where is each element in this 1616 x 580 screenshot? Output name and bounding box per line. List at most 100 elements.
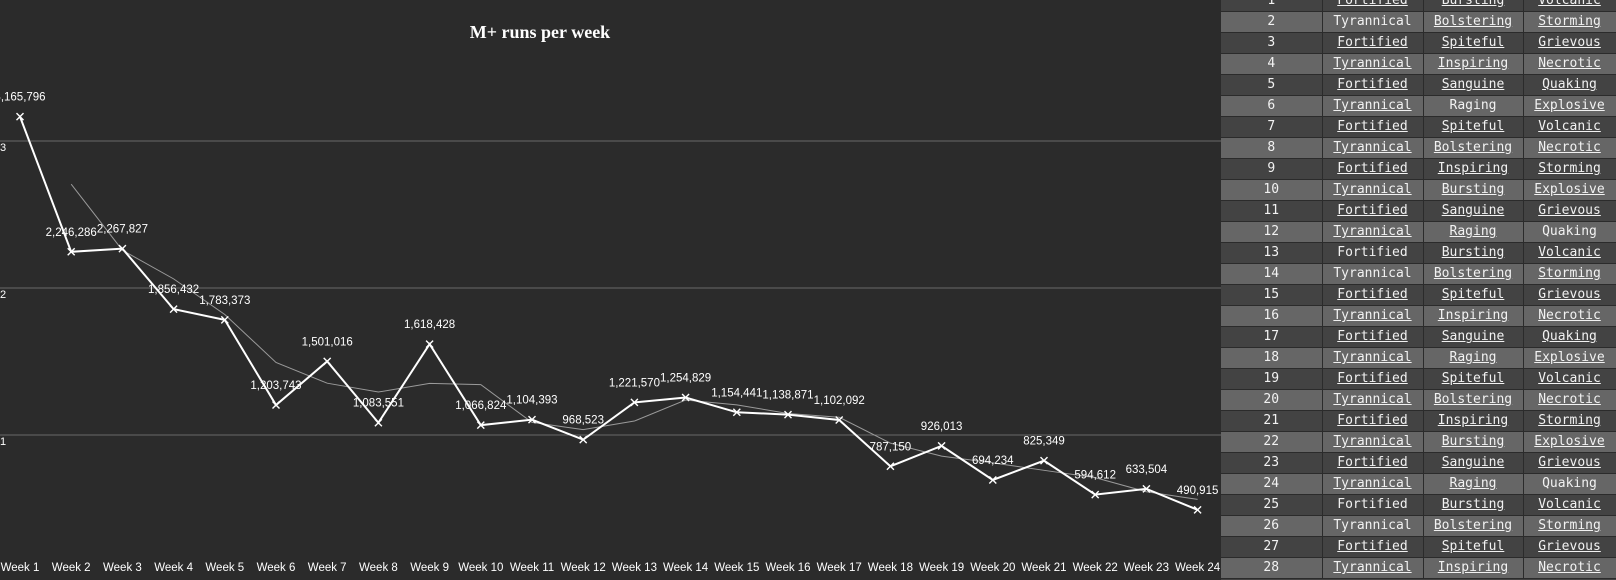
affix-cell-1[interactable]: Tyrannical: [1322, 305, 1424, 327]
affix-cell-1[interactable]: Tyrannical: [1322, 389, 1424, 411]
affix-cell-3[interactable]: Volcanic: [1523, 116, 1616, 138]
affix-cell-2[interactable]: Spiteful: [1423, 116, 1524, 138]
affix-cell-1[interactable]: Fortified: [1322, 200, 1424, 222]
affix-cell-1[interactable]: Tyrannical: [1322, 53, 1424, 75]
week-cell: 28: [1221, 557, 1323, 579]
affix-cell-2[interactable]: Spiteful: [1423, 32, 1524, 54]
x-tick-label: Week 17: [817, 562, 862, 574]
affix-cell-3[interactable]: Storming: [1523, 11, 1616, 33]
data-point: [835, 415, 844, 424]
affix-cell-2[interactable]: Inspiring: [1423, 410, 1524, 432]
affix-cell-2[interactable]: Inspiring: [1423, 305, 1524, 327]
affix-cell-3[interactable]: Necrotic: [1523, 137, 1616, 159]
affix-cell-1[interactable]: Tyrannical: [1322, 137, 1424, 159]
affix-cell-2[interactable]: Bolstering: [1423, 263, 1524, 285]
affix-cell-3[interactable]: Explosive: [1523, 347, 1616, 369]
affix-cell-1[interactable]: Fortified: [1322, 158, 1424, 180]
affix-cell-3[interactable]: Quaking: [1523, 74, 1616, 96]
data-points: [16, 112, 1202, 514]
affix-cell-3[interactable]: Volcanic: [1523, 0, 1616, 12]
affix-cell-3[interactable]: Grievous: [1523, 32, 1616, 54]
data-label: 1,856,432: [148, 284, 199, 296]
data-point: [169, 305, 178, 314]
affix-cell-3[interactable]: Storming: [1523, 158, 1616, 180]
affix-cell-1[interactable]: Fortified: [1322, 116, 1424, 138]
gridlines: [0, 140, 1221, 436]
affix-cell-3[interactable]: Grievous: [1523, 200, 1616, 222]
affix-cell-3[interactable]: Storming: [1523, 410, 1616, 432]
affix-cell-1[interactable]: Fortified: [1322, 74, 1424, 96]
table-row: 2 Tyrannical Bolstering Storming: [1221, 11, 1616, 33]
affix-cell-3[interactable]: Storming: [1523, 263, 1616, 285]
data-label: 926,013: [921, 421, 963, 433]
affix-cell-2[interactable]: Bursting: [1423, 242, 1524, 264]
affix-cell-1[interactable]: Fortified: [1322, 452, 1424, 474]
affix-cell-2[interactable]: Raging: [1423, 347, 1524, 369]
affix-cell-3[interactable]: Volcanic: [1523, 242, 1616, 264]
affix-cell-2[interactable]: Raging: [1423, 221, 1524, 243]
affix-cell-2[interactable]: Bursting: [1423, 179, 1524, 201]
table-row: 20 Tyrannical Bolstering Necrotic: [1221, 389, 1616, 411]
x-axis-tick-labels: Week 1 Week 2 Week 3 Week 4 Week 5 Week 6 Week…: [1, 562, 1221, 574]
y-tick-label: 1: [0, 436, 6, 448]
affix-cell-1[interactable]: Fortified: [1322, 284, 1424, 306]
affix-cell-2[interactable]: Bolstering: [1423, 11, 1524, 33]
week-cell: 15: [1221, 284, 1323, 306]
affix-cell-2[interactable]: Bursting: [1423, 494, 1524, 516]
data-label: 1,254,829: [660, 373, 711, 385]
affix-cell-2[interactable]: Bursting: [1423, 0, 1524, 12]
affix-cell-1[interactable]: Fortified: [1322, 536, 1424, 558]
affix-cell-3[interactable]: Quaking: [1523, 326, 1616, 348]
data-point: [528, 415, 536, 424]
affix-cell-2[interactable]: Sanguine: [1423, 452, 1524, 474]
affix-cell-2[interactable]: Bolstering: [1423, 515, 1524, 537]
table-row: 22 Tyrannical Bursting Explosive: [1221, 431, 1616, 453]
affix-cell-1[interactable]: Tyrannical: [1322, 473, 1424, 495]
affix-cell-3[interactable]: Grievous: [1523, 284, 1616, 306]
data-point: [886, 462, 895, 471]
affix-cell-1[interactable]: Tyrannical: [1322, 179, 1424, 201]
affix-cell-3[interactable]: Explosive: [1523, 431, 1616, 453]
affix-cell-1[interactable]: Fortified: [1322, 368, 1424, 390]
affix-cell-1[interactable]: Tyrannical: [1322, 431, 1424, 453]
affix-cell-1[interactable]: Tyrannical: [1322, 557, 1424, 579]
affix-cell-1[interactable]: Fortified: [1322, 410, 1424, 432]
affix-cell-1[interactable]: Fortified: [1322, 32, 1424, 54]
affix-cell-3[interactable]: Grievous: [1523, 536, 1616, 558]
affix-cell-2[interactable]: Inspiring: [1423, 158, 1524, 180]
affix-cell-2[interactable]: Sanguine: [1423, 74, 1524, 96]
data-label: 594,612: [1074, 470, 1116, 482]
affix-cell-1: Fortified: [1322, 494, 1424, 516]
affix-cell-3[interactable]: Explosive: [1523, 179, 1616, 201]
table-row: 28 Tyrannical Inspiring Necrotic: [1221, 557, 1616, 579]
affix-cell-2[interactable]: Bursting: [1423, 431, 1524, 453]
affix-cell-3[interactable]: Volcanic: [1523, 494, 1616, 516]
affix-cell-2[interactable]: Inspiring: [1423, 557, 1524, 579]
affix-cell-1[interactable]: Tyrannical: [1322, 347, 1424, 369]
affix-cell-2[interactable]: Spiteful: [1423, 284, 1524, 306]
affix-cell-2[interactable]: Sanguine: [1423, 200, 1524, 222]
affix-cell-2[interactable]: Spiteful: [1423, 536, 1524, 558]
y-tick-label: 2: [0, 289, 6, 301]
affix-cell-2[interactable]: Inspiring: [1423, 53, 1524, 75]
affix-cell-1[interactable]: Tyrannical: [1322, 95, 1424, 117]
affix-cell-2[interactable]: Raging: [1423, 473, 1524, 495]
affix-cell-3[interactable]: Grievous: [1523, 452, 1616, 474]
affix-cell-1[interactable]: Tyrannical: [1322, 221, 1424, 243]
affix-cell-3[interactable]: Necrotic: [1523, 305, 1616, 327]
affix-cell-2[interactable]: Bolstering: [1423, 389, 1524, 411]
affix-cell-2[interactable]: Bolstering: [1423, 137, 1524, 159]
affix-cell-2[interactable]: Sanguine: [1423, 326, 1524, 348]
affix-cell-1[interactable]: Fortified: [1322, 326, 1424, 348]
data-label: 2,267,827: [97, 224, 148, 236]
affix-cell-3[interactable]: Necrotic: [1523, 557, 1616, 579]
affix-cell-3[interactable]: Explosive: [1523, 95, 1616, 117]
table-row: 19 Fortified Spiteful Volcanic: [1221, 368, 1616, 390]
affix-cell-3[interactable]: Storming: [1523, 515, 1616, 537]
affix-cell-2[interactable]: Spiteful: [1423, 368, 1524, 390]
affix-cell-3[interactable]: Volcanic: [1523, 368, 1616, 390]
affix-cell-1[interactable]: Fortified: [1322, 0, 1424, 12]
affix-cell-3[interactable]: Necrotic: [1523, 53, 1616, 75]
affix-cell-3[interactable]: Necrotic: [1523, 389, 1616, 411]
